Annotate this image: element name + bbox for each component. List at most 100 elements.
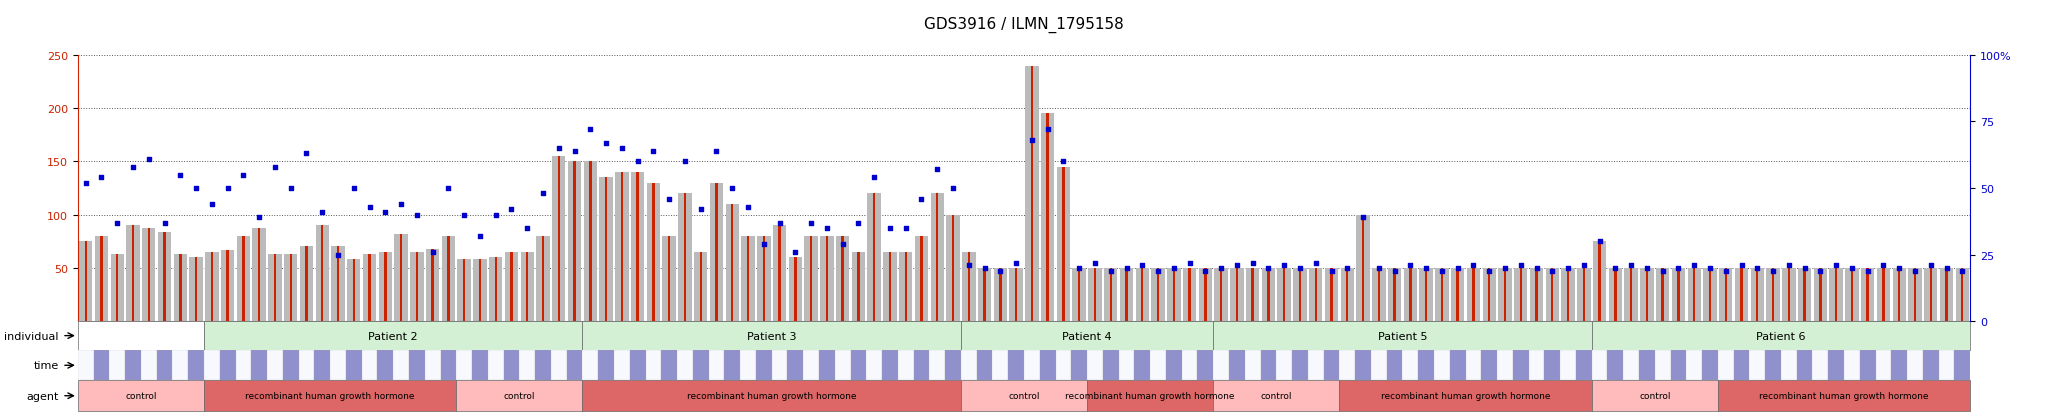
Point [496,206,528,213]
Bar [1087,380,1212,411]
Bar [748,236,750,321]
Point [1724,262,1757,269]
Bar [889,252,891,321]
Bar [1010,268,1022,321]
Point [227,172,260,178]
Bar [1235,268,1239,321]
Bar [1798,268,1810,321]
Bar [1151,268,1165,321]
Bar [211,252,213,321]
Bar [205,321,582,350]
Bar [590,162,592,321]
Bar [1047,114,1049,321]
Point [164,172,197,178]
Bar [1499,268,1511,321]
Bar [961,350,977,380]
Point [401,212,434,218]
Bar [604,178,608,321]
Bar [1473,268,1475,321]
Bar [283,350,299,380]
Text: recombinant human growth hormone: recombinant human growth hormone [1380,391,1550,400]
Point [1190,268,1223,274]
Bar [537,236,549,321]
Bar [700,252,702,321]
Text: control: control [125,391,156,400]
Bar [1135,268,1149,321]
Point [1284,265,1317,272]
Bar [1260,350,1276,380]
Bar [584,162,598,321]
Text: agent: agent [27,391,59,401]
Bar [410,350,424,380]
Text: recombinant human growth hormone: recombinant human growth hormone [1759,391,1929,400]
Bar [188,258,203,321]
Bar [1331,268,1333,321]
Point [1647,268,1679,274]
Text: individual: individual [4,331,59,341]
Text: Patient 5: Patient 5 [1378,331,1427,341]
Bar [1866,268,1870,321]
Text: control: control [504,391,535,400]
Point [291,151,324,157]
Bar [1638,350,1655,380]
Point [1425,268,1458,274]
Point [905,196,938,202]
Bar [463,260,465,321]
Bar [369,254,371,321]
Bar [621,173,623,321]
Bar [487,350,504,380]
Bar [1040,114,1055,321]
Bar [399,234,401,321]
Point [1237,260,1270,266]
Bar [379,252,391,321]
Bar [1591,350,1608,380]
Bar [1939,268,1954,321]
Bar [1741,268,1743,321]
Bar [993,350,1008,380]
Bar [944,350,961,380]
Bar [156,350,172,380]
Bar [1268,268,1270,321]
Bar [332,246,344,321]
Point [952,262,985,269]
Bar [221,250,233,321]
Bar [1481,350,1497,380]
Bar [315,350,330,380]
Bar [1182,350,1198,380]
Bar [1135,350,1151,380]
Bar [1389,268,1401,321]
Bar [936,194,938,321]
Bar [999,268,1001,321]
Bar [1370,350,1386,380]
Bar [158,232,172,321]
Bar [692,350,709,380]
Bar [479,260,481,321]
Bar [684,194,686,321]
Point [858,175,891,181]
Bar [836,350,850,380]
Bar [457,260,471,321]
Bar [961,321,1212,350]
Point [1174,260,1206,266]
Bar [1141,268,1143,321]
Bar [1614,268,1616,321]
Point [1126,262,1159,269]
Bar [457,380,582,411]
Bar [520,252,535,321]
Bar [582,380,961,411]
Point [1268,262,1300,269]
Bar [809,236,813,321]
Bar [1434,350,1450,380]
Point [1409,265,1442,272]
Point [1757,268,1790,274]
Point [700,148,733,155]
Point [1804,268,1837,274]
Bar [883,252,897,321]
Bar [1212,380,1339,411]
Bar [567,350,582,380]
Text: recombinant human growth hormone: recombinant human growth hormone [246,391,416,400]
Point [559,148,592,155]
Point [1663,265,1696,272]
Bar [629,350,645,380]
Bar [1892,268,1907,321]
